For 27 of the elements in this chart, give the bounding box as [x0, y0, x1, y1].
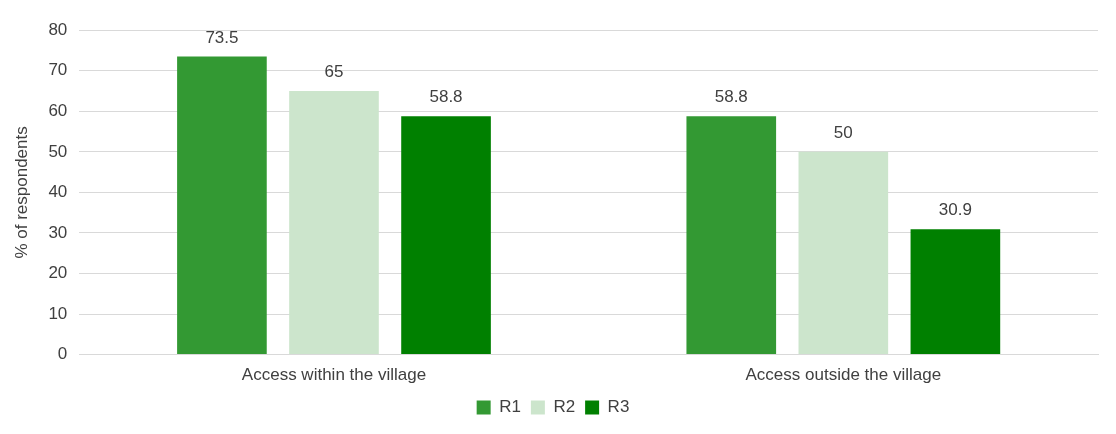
- y-tick-label: 0: [57, 344, 68, 364]
- y-axis-title: % of respondents: [11, 126, 31, 259]
- bar: [910, 229, 1001, 355]
- y-tick-label: 70: [48, 60, 68, 80]
- bar: [401, 116, 491, 355]
- data-label: 65: [324, 62, 344, 82]
- y-tick-label: 30: [48, 222, 68, 242]
- y-tick-label: 80: [48, 19, 68, 39]
- bar: [798, 151, 889, 355]
- y-tick-label: 20: [48, 263, 68, 283]
- y-tick-label: 40: [48, 182, 68, 202]
- legend-label: R1: [499, 397, 521, 417]
- y-tick-label: 60: [48, 100, 68, 120]
- bar: [177, 56, 267, 355]
- data-label: 30.9: [938, 200, 972, 220]
- legend-label: R2: [553, 397, 576, 417]
- data-label: 58.8: [429, 87, 463, 107]
- data-label: 73.5: [205, 27, 239, 47]
- data-label: 58.8: [714, 87, 748, 107]
- x-tick-label: Access outside the village: [745, 365, 942, 385]
- y-tick-label: 50: [48, 141, 68, 161]
- bar: [289, 91, 379, 355]
- x-tick-label: Access within the village: [241, 365, 427, 385]
- legend-label: R3: [607, 397, 630, 417]
- y-tick-label: 10: [48, 303, 68, 323]
- bar: [686, 116, 777, 355]
- data-label: 50: [833, 123, 853, 143]
